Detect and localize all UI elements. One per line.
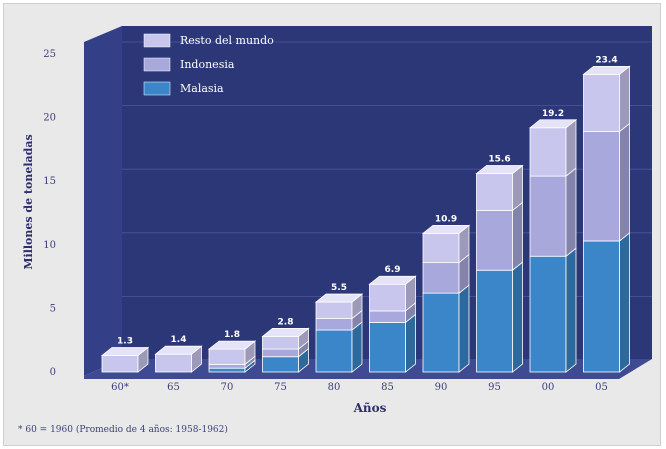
y-tick-label: 25: [43, 49, 56, 60]
bar-segment: [262, 348, 299, 358]
bar-segment: [529, 175, 567, 257]
bar-segment: [208, 348, 246, 365]
bar-segment: [422, 232, 460, 264]
legend-swatch-resto: [143, 33, 171, 48]
bar-segment: [583, 240, 620, 373]
bar-total-label: 1.3: [117, 336, 133, 346]
bar-top: [475, 165, 524, 174]
y-tick-label: 5: [50, 303, 56, 314]
bar-total-label: 1.4: [171, 335, 187, 345]
bar-segment: [262, 335, 299, 350]
bar-segment: [583, 73, 620, 132]
legend-label-indonesia: Indonesia: [180, 58, 235, 71]
x-axis-label: Años: [353, 401, 387, 415]
bar-segment: [476, 210, 513, 271]
bar-segment: [369, 310, 406, 323]
chart-legend: Resto del mundo Indonesia Malasia: [143, 33, 274, 96]
bar-segment-side: [405, 313, 416, 373]
x-tick-label: 90: [435, 382, 448, 393]
x-tick-label: 85: [381, 382, 394, 393]
bar-segment-side: [512, 201, 523, 272]
bar-segment: [315, 301, 353, 319]
bar-top: [261, 327, 310, 337]
bar-segment-side: [351, 321, 363, 373]
legend-swatch-indonesia: [143, 57, 171, 72]
bar-segment-side: [458, 284, 470, 373]
bar-top: [582, 65, 631, 75]
x-tick-label: 05: [595, 382, 608, 393]
bar-top: [100, 347, 150, 356]
chart-frame: 0 5 10 15 20 25 60* 65 70 75 80 85 90 95 00 05 1.3 1.4 1…: [3, 3, 661, 446]
bar-segment: [476, 269, 513, 373]
bar-total-label: 10.9: [435, 214, 457, 224]
bar-segment: [422, 262, 460, 294]
bar-total-label: 5.5: [331, 283, 347, 293]
y-tick-label: 0: [50, 367, 56, 378]
bar-segment: [208, 367, 246, 373]
y-axis-label: Millones de toneladas: [22, 134, 35, 269]
bar-segment-side: [512, 261, 523, 373]
bar-segment: [422, 292, 460, 373]
y-tick-label: 20: [43, 113, 56, 124]
legend-label-malasia: Malasia: [180, 82, 224, 95]
bar-segment-side: [565, 118, 577, 177]
x-tick-label: 60*: [111, 382, 129, 393]
y-tick-label: 10: [43, 240, 56, 251]
bar-total-label: 23.4: [595, 55, 617, 65]
bar-segment: [315, 329, 353, 373]
bar-segment: [208, 363, 246, 369]
bar-top: [154, 345, 203, 355]
bar-segment-side: [565, 247, 577, 373]
chart-footnote: * 60 = 1960 (Promedio de 4 años: 1958-19…: [18, 424, 228, 435]
legend-swatch-malasia: [143, 81, 171, 96]
bar-segment: [583, 131, 620, 242]
bar-top: [207, 340, 257, 350]
bar-segment: [369, 283, 406, 312]
bar-segment: [262, 356, 299, 373]
x-tick-label: 80: [328, 382, 341, 393]
bar-top: [528, 119, 578, 129]
bar-top: [368, 275, 417, 285]
bar-total-label: 6.9: [385, 265, 401, 275]
x-tick-label: 70: [221, 382, 234, 393]
legend-label-resto: Resto del mundo: [180, 34, 274, 47]
bar-segment-side: [619, 65, 630, 133]
bar-segment: [315, 318, 353, 331]
x-tick-label: 95: [488, 382, 501, 393]
bar-segment: [101, 355, 139, 373]
bar-top: [421, 224, 471, 234]
x-tick-label: 65: [167, 382, 180, 393]
bar-segment: [369, 321, 406, 373]
bar-segment: [529, 255, 567, 373]
bar-segment-side: [565, 167, 577, 258]
bar-total-label: 19.2: [542, 109, 564, 119]
bar-segment: [529, 127, 567, 177]
x-tick-label: 00: [542, 382, 555, 393]
y-tick-label: 15: [43, 176, 56, 187]
bar-total-label: 1.8: [224, 330, 240, 340]
bar-total-label: 2.8: [278, 317, 294, 327]
bar-total-label: 15.6: [488, 155, 510, 165]
bar-segment-side: [619, 232, 630, 373]
chart-left-wall: [84, 26, 122, 376]
bar-segment: [476, 173, 513, 211]
bar-top: [314, 293, 364, 303]
x-tick-label: 75: [274, 382, 287, 393]
bar-segment: [155, 353, 192, 373]
bar-segment-side: [619, 122, 630, 242]
